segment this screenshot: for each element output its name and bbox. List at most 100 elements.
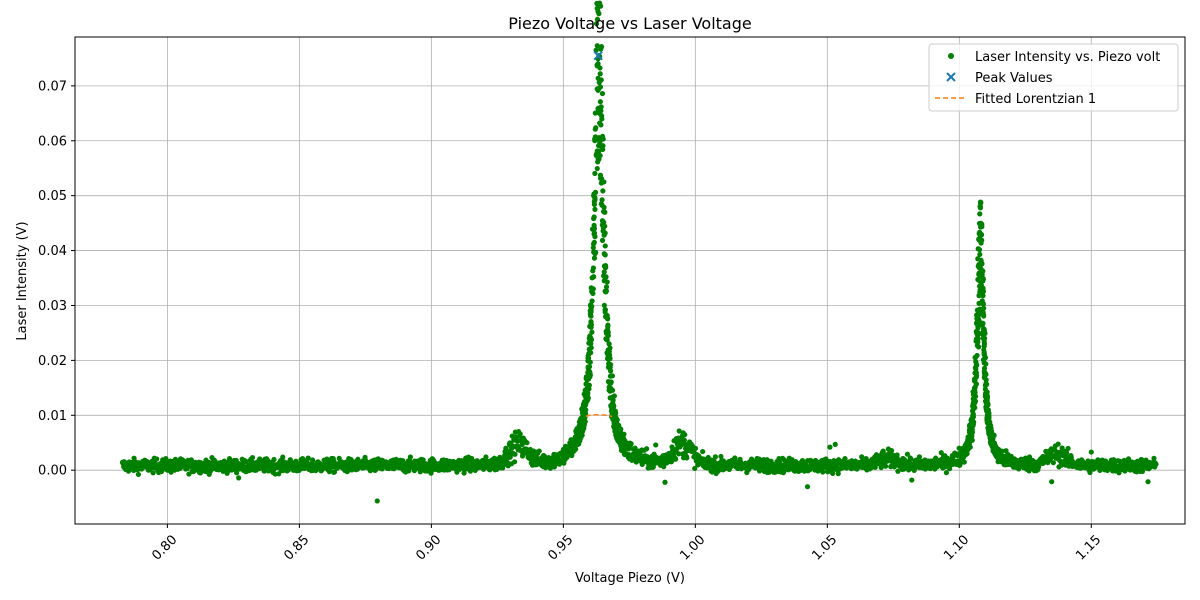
data-point bbox=[983, 399, 989, 405]
data-point bbox=[983, 406, 989, 412]
data-point bbox=[977, 203, 983, 210]
peak-marker bbox=[593, 50, 603, 61]
data-point bbox=[590, 241, 597, 247]
data-point bbox=[590, 290, 596, 296]
data-point bbox=[595, 5, 601, 11]
outlier-point bbox=[662, 479, 668, 485]
data-point bbox=[976, 236, 982, 242]
data-point bbox=[597, 137, 603, 143]
legend-box bbox=[928, 43, 1179, 112]
plot-frame bbox=[74, 36, 1186, 525]
data-point bbox=[150, 470, 156, 476]
chart-title: Piezo Voltage vs Laser Voltage bbox=[508, 14, 751, 33]
data-point bbox=[976, 300, 982, 306]
data-point bbox=[972, 391, 978, 398]
data-point bbox=[835, 471, 841, 477]
data-point bbox=[632, 445, 638, 451]
data-point bbox=[592, 206, 598, 212]
data-point bbox=[981, 351, 987, 357]
data-point bbox=[511, 459, 518, 465]
data-point bbox=[595, 159, 601, 165]
data-point bbox=[679, 441, 685, 448]
data-point bbox=[966, 436, 972, 442]
data-point bbox=[594, 62, 600, 68]
data-point bbox=[972, 387, 978, 393]
data-point bbox=[977, 251, 983, 258]
data-point bbox=[581, 417, 587, 423]
data-point bbox=[996, 456, 1002, 462]
data-point bbox=[595, 8, 601, 15]
data-point bbox=[1050, 460, 1056, 466]
data-point bbox=[1016, 466, 1022, 472]
data-point bbox=[594, 86, 600, 92]
data-point bbox=[984, 381, 990, 387]
data-point bbox=[619, 436, 626, 442]
data-point bbox=[602, 252, 608, 258]
data-point bbox=[976, 271, 982, 278]
data-point bbox=[600, 225, 606, 231]
data-point bbox=[644, 446, 650, 452]
data-point bbox=[583, 381, 589, 387]
data-point bbox=[305, 455, 311, 461]
data-point bbox=[976, 220, 983, 227]
data-point bbox=[309, 457, 316, 463]
data-point bbox=[594, 16, 601, 22]
data-point bbox=[280, 454, 286, 460]
legend-label-fitted-lorentzian: Fitted Lorentzian 1 bbox=[975, 92, 1096, 107]
data-point bbox=[604, 350, 610, 356]
data-point bbox=[607, 355, 613, 361]
data-point bbox=[587, 369, 593, 376]
data-point bbox=[984, 392, 990, 398]
data-point bbox=[588, 337, 594, 343]
data-point bbox=[986, 431, 992, 437]
data-point bbox=[732, 455, 738, 461]
data-point bbox=[599, 146, 606, 152]
data-point bbox=[261, 468, 268, 474]
data-point bbox=[547, 465, 553, 471]
data-point bbox=[577, 424, 583, 430]
data-point bbox=[616, 424, 622, 430]
data-point bbox=[602, 314, 609, 320]
data-point bbox=[597, 71, 603, 77]
data-point bbox=[588, 345, 594, 351]
data-point bbox=[964, 441, 970, 448]
y-tick-label: 0.04 bbox=[38, 244, 67, 259]
data-point bbox=[943, 470, 950, 476]
outlier-point bbox=[909, 477, 915, 483]
data-point bbox=[588, 324, 594, 330]
data-point bbox=[581, 423, 587, 430]
data-point bbox=[1055, 441, 1061, 447]
data-point bbox=[583, 388, 590, 394]
data-point bbox=[590, 268, 596, 274]
data-point bbox=[1102, 458, 1109, 464]
data-point bbox=[590, 245, 596, 251]
data-point bbox=[592, 136, 598, 142]
data-point bbox=[596, 148, 602, 154]
data-point bbox=[980, 293, 986, 299]
data-point bbox=[597, 99, 603, 105]
data-point bbox=[977, 265, 984, 271]
data-point bbox=[984, 416, 991, 422]
data-point bbox=[606, 362, 612, 369]
data-point bbox=[135, 471, 142, 478]
data-point bbox=[589, 298, 595, 304]
data-point bbox=[428, 470, 434, 476]
data-point bbox=[603, 328, 609, 335]
data-point bbox=[971, 376, 978, 382]
data-point bbox=[978, 288, 984, 294]
data-point bbox=[598, 44, 605, 50]
data-point bbox=[975, 324, 981, 330]
data-point bbox=[598, 104, 604, 110]
data-point bbox=[609, 373, 616, 379]
data-point bbox=[895, 468, 901, 474]
data-point bbox=[614, 417, 620, 423]
data-point bbox=[598, 122, 604, 128]
data-point bbox=[265, 458, 271, 464]
data-point bbox=[988, 422, 994, 429]
data-point bbox=[878, 464, 884, 471]
data-point bbox=[591, 225, 598, 232]
data-point bbox=[959, 451, 965, 458]
data-point bbox=[163, 455, 169, 462]
y-tick-label: 0.02 bbox=[38, 354, 67, 369]
x-axis-label: Voltage Piezo (V) bbox=[575, 571, 685, 586]
